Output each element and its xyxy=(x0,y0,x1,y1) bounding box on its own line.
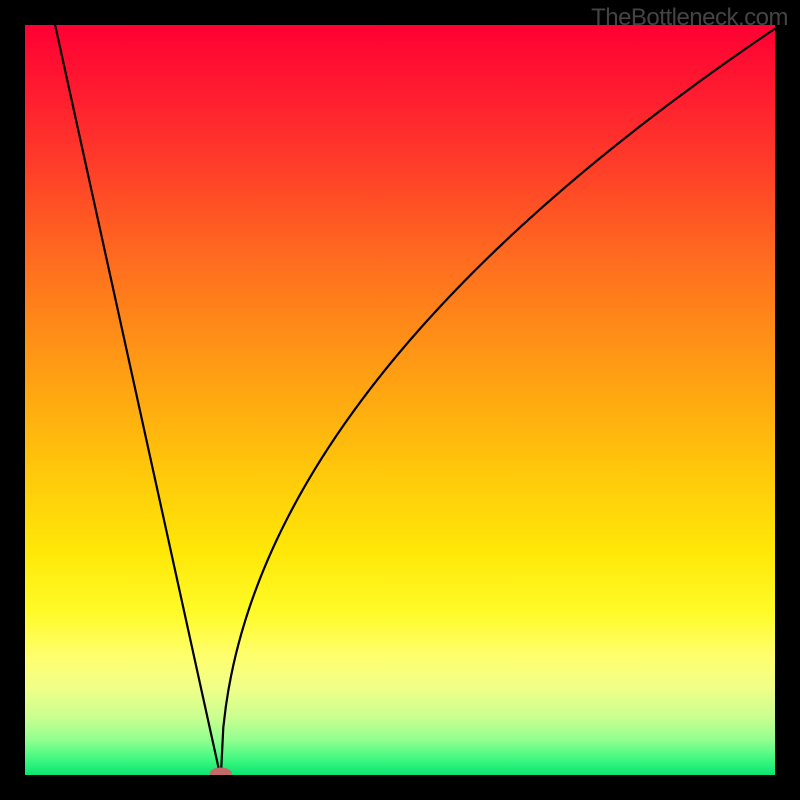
axis-right xyxy=(775,0,800,800)
chart-container: TheBottleneck.com xyxy=(0,0,800,800)
axis-bottom xyxy=(0,775,800,800)
axis-left xyxy=(0,0,25,800)
bottleneck-chart xyxy=(0,0,800,800)
watermark-text: TheBottleneck.com xyxy=(591,4,788,32)
